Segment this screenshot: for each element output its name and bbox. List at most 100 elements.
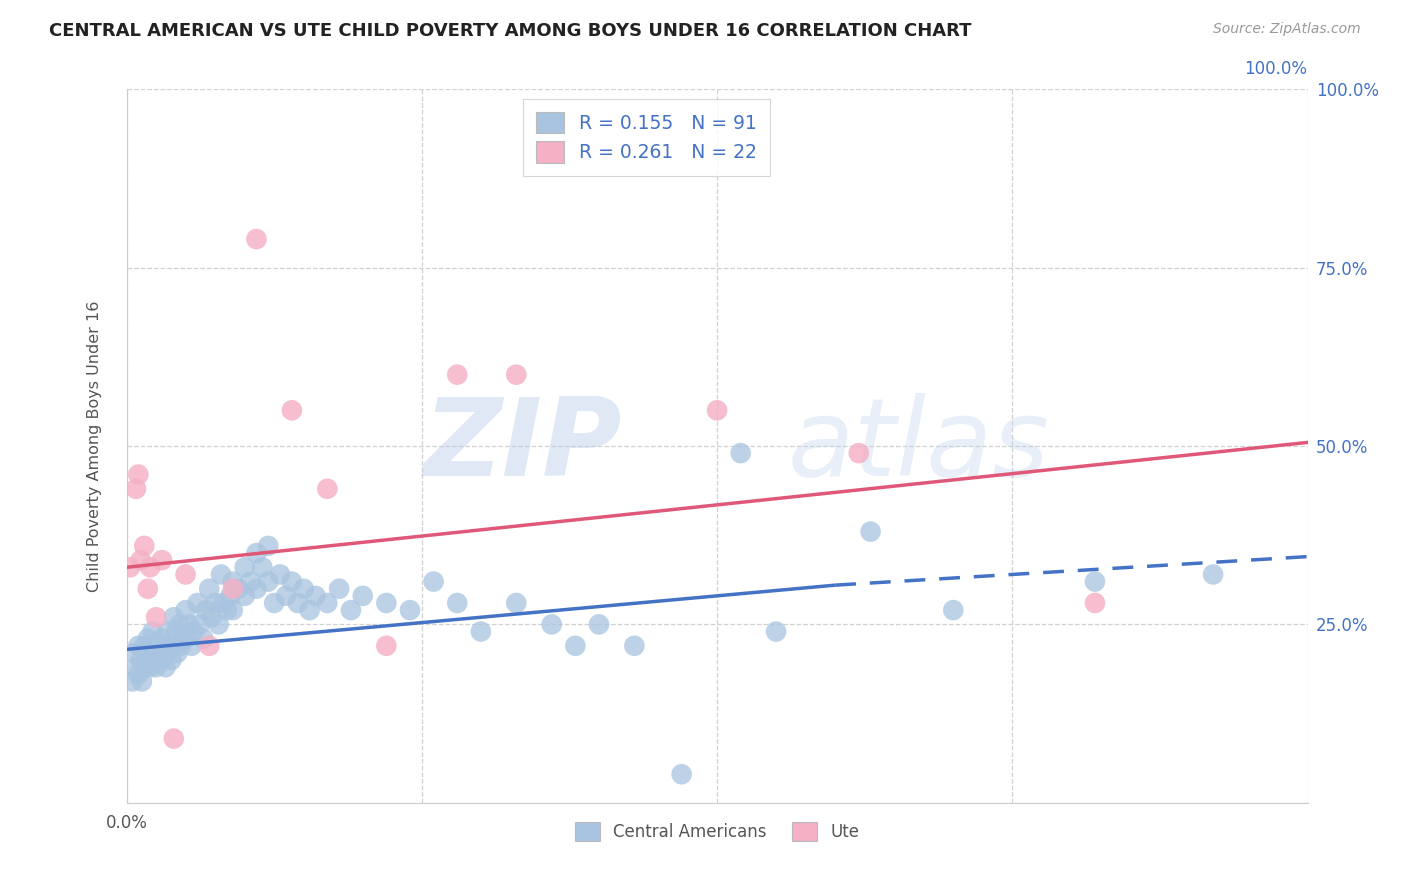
Point bbox=[848, 446, 870, 460]
Point bbox=[564, 639, 586, 653]
Point bbox=[245, 232, 267, 246]
Point bbox=[540, 617, 562, 632]
Point bbox=[129, 653, 152, 667]
Point bbox=[198, 582, 221, 596]
Point bbox=[145, 639, 167, 653]
Point bbox=[222, 574, 245, 589]
Point bbox=[269, 567, 291, 582]
Point bbox=[316, 596, 339, 610]
Point bbox=[245, 582, 267, 596]
Point bbox=[136, 632, 159, 646]
Point bbox=[222, 603, 245, 617]
Point bbox=[730, 446, 752, 460]
Point bbox=[1084, 574, 1107, 589]
Point bbox=[170, 639, 193, 653]
Point bbox=[127, 639, 149, 653]
Point bbox=[233, 589, 256, 603]
Point bbox=[145, 610, 167, 624]
Point bbox=[505, 368, 527, 382]
Point bbox=[150, 553, 173, 567]
Point bbox=[120, 560, 142, 574]
Point bbox=[281, 574, 304, 589]
Point bbox=[136, 653, 159, 667]
Point bbox=[155, 660, 177, 674]
Text: ZIP: ZIP bbox=[425, 393, 623, 499]
Point bbox=[252, 560, 274, 574]
Point bbox=[222, 582, 245, 596]
Point bbox=[163, 731, 186, 746]
Point bbox=[198, 639, 221, 653]
Point bbox=[163, 610, 186, 624]
Point bbox=[328, 582, 350, 596]
Point bbox=[134, 539, 156, 553]
Point bbox=[859, 524, 882, 539]
Point bbox=[141, 624, 163, 639]
Point bbox=[208, 617, 231, 632]
Point bbox=[159, 639, 181, 653]
Point bbox=[706, 403, 728, 417]
Point bbox=[215, 603, 238, 617]
Point bbox=[340, 603, 363, 617]
Point bbox=[623, 639, 645, 653]
Point bbox=[165, 624, 187, 639]
Point bbox=[150, 653, 173, 667]
Y-axis label: Child Poverty Among Boys Under 16: Child Poverty Among Boys Under 16 bbox=[87, 301, 101, 591]
Point bbox=[188, 617, 211, 632]
Point bbox=[1202, 567, 1225, 582]
Point bbox=[166, 646, 188, 660]
Text: CENTRAL AMERICAN VS UTE CHILD POVERTY AMONG BOYS UNDER 16 CORRELATION CHART: CENTRAL AMERICAN VS UTE CHILD POVERTY AM… bbox=[49, 22, 972, 40]
Point bbox=[139, 660, 162, 674]
Point bbox=[287, 596, 309, 610]
Point bbox=[194, 603, 217, 617]
Point bbox=[139, 639, 162, 653]
Point bbox=[127, 467, 149, 482]
Point bbox=[150, 632, 173, 646]
Point bbox=[257, 574, 280, 589]
Point bbox=[257, 539, 280, 553]
Point bbox=[375, 639, 398, 653]
Point bbox=[174, 603, 197, 617]
Point bbox=[127, 667, 149, 681]
Point bbox=[125, 660, 148, 674]
Point bbox=[145, 660, 167, 674]
Point bbox=[180, 639, 202, 653]
Point bbox=[156, 646, 179, 660]
Point bbox=[588, 617, 610, 632]
Point bbox=[153, 639, 176, 653]
Point bbox=[125, 482, 148, 496]
Text: Source: ZipAtlas.com: Source: ZipAtlas.com bbox=[1213, 22, 1361, 37]
Point bbox=[228, 582, 250, 596]
Point bbox=[219, 589, 242, 603]
Point bbox=[156, 624, 179, 639]
Point bbox=[179, 617, 201, 632]
Point bbox=[134, 660, 156, 674]
Point bbox=[129, 553, 152, 567]
Point bbox=[169, 617, 191, 632]
Point bbox=[174, 567, 197, 582]
Point bbox=[765, 624, 787, 639]
Point bbox=[304, 589, 326, 603]
Point bbox=[131, 674, 153, 689]
Point bbox=[274, 589, 297, 603]
Point bbox=[149, 653, 172, 667]
Point bbox=[942, 603, 965, 617]
Point bbox=[174, 632, 197, 646]
Point bbox=[172, 632, 194, 646]
Point bbox=[212, 596, 235, 610]
Legend: Central Americans, Ute: Central Americans, Ute bbox=[568, 815, 866, 848]
Text: 100.0%: 100.0% bbox=[1244, 60, 1308, 78]
Point bbox=[200, 610, 222, 624]
Point bbox=[136, 582, 159, 596]
Point bbox=[139, 560, 162, 574]
Point bbox=[316, 482, 339, 496]
Point bbox=[1084, 596, 1107, 610]
Point bbox=[422, 574, 444, 589]
Point bbox=[134, 639, 156, 653]
Point bbox=[671, 767, 693, 781]
Point bbox=[446, 368, 468, 382]
Point bbox=[183, 624, 205, 639]
Point bbox=[163, 639, 186, 653]
Point bbox=[352, 589, 374, 603]
Point bbox=[160, 653, 183, 667]
Point bbox=[446, 596, 468, 610]
